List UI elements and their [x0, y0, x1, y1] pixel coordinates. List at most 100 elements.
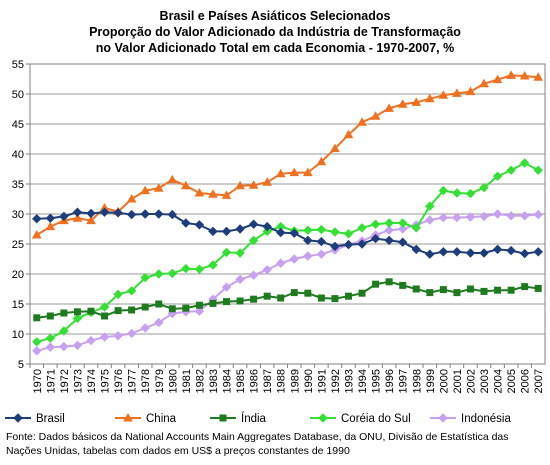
x-tick-label: 1980: [167, 369, 179, 393]
data-point-china: [438, 90, 449, 99]
data-point-india: [466, 285, 474, 293]
x-tick-label: 2002: [465, 369, 477, 393]
legend-label: China: [146, 413, 177, 425]
data-point-indonesia: [289, 254, 299, 264]
data-point-china: [411, 97, 422, 106]
data-point-indonesia: [276, 258, 286, 268]
data-point-brasil: [86, 208, 96, 219]
x-tick-label: 1979: [154, 369, 166, 393]
x-tick-label: 1990: [303, 369, 315, 393]
x-tick-label: 2004: [493, 369, 505, 393]
data-point-india: [263, 292, 271, 300]
x-tick-label: 1971: [45, 369, 57, 393]
y-tick-label: 55: [12, 59, 24, 71]
data-point-brasil: [397, 237, 408, 247]
data-point-china: [452, 88, 462, 97]
data-point-indonesia: [262, 265, 272, 275]
data-point-india: [439, 286, 447, 294]
data-point-coreia-do-sul: [316, 224, 327, 235]
data-point-china: [424, 93, 435, 103]
data-point-brasil: [59, 211, 69, 222]
x-tick-label: 1982: [194, 369, 206, 393]
data-point-india: [128, 306, 136, 314]
data-point-brasil: [519, 248, 530, 259]
data-point-coreia-do-sul: [45, 333, 56, 343]
data-point-india: [412, 285, 420, 293]
data-point-indonesia: [126, 328, 137, 339]
x-tick-label: 1994: [357, 369, 369, 393]
x-tick-label: 2007: [533, 369, 545, 393]
x-tick-label: 1987: [262, 369, 274, 393]
data-point-coreia-do-sul: [506, 165, 516, 175]
data-point-india: [141, 303, 149, 311]
data-point-brasil: [370, 233, 381, 244]
data-point-brasil: [154, 209, 164, 219]
data-point-india: [358, 289, 366, 297]
data-point-india: [114, 307, 122, 315]
legend-marker: [219, 414, 227, 422]
data-point-brasil: [384, 235, 394, 246]
data-point-coreia-do-sul: [248, 235, 259, 246]
data-point-india: [453, 289, 461, 297]
y-tick-label: 5: [18, 359, 24, 371]
data-point-coreia-do-sul: [181, 263, 191, 274]
data-point-brasil: [181, 218, 191, 228]
series-brasil: [32, 207, 543, 259]
data-point-indonesia: [519, 211, 530, 221]
x-tick-label: 2001: [452, 369, 464, 393]
data-point-china: [221, 190, 232, 199]
data-point-china: [86, 215, 96, 225]
data-point-china: [140, 185, 151, 195]
data-point-coreia-do-sul: [303, 225, 313, 235]
data-point-coreia-do-sul: [221, 247, 232, 258]
x-tick-label: 1988: [276, 369, 288, 393]
legend-marker: [123, 412, 133, 422]
data-point-brasil: [492, 244, 503, 255]
y-tick-label: 50: [12, 89, 24, 101]
data-point-indonesia: [86, 335, 96, 346]
data-point-india: [155, 300, 163, 308]
x-tick-label: 1981: [181, 369, 193, 393]
x-tick-label: 2006: [520, 369, 532, 393]
x-tick-label: 1977: [127, 369, 139, 393]
data-point-indonesia: [384, 225, 394, 235]
data-point-india: [236, 297, 244, 305]
data-point-china: [357, 117, 367, 126]
data-point-indonesia: [221, 282, 232, 292]
legend-item-indonesia: Indonésia: [430, 413, 511, 425]
data-point-india: [277, 294, 285, 302]
data-point-brasil: [533, 247, 543, 257]
data-point-brasil: [303, 235, 313, 246]
data-point-coreia-do-sul: [208, 260, 218, 270]
title-line-1: Brasil e Países Asiáticos Selecionados: [159, 9, 391, 23]
data-point-china: [519, 70, 530, 80]
data-point-indonesia: [194, 306, 205, 316]
data-point-brasil: [99, 207, 110, 217]
legend-label: Índia: [241, 412, 267, 425]
y-tick-label: 40: [12, 149, 24, 161]
data-point-india: [344, 292, 352, 300]
x-tick-label: 1996: [384, 369, 396, 393]
legend-item-china: China: [115, 412, 177, 425]
x-tick-label: 2005: [506, 369, 518, 393]
data-point-india: [494, 286, 502, 294]
data-point-india: [304, 289, 312, 297]
data-point-brasil: [276, 227, 286, 238]
series-line-indonesia: [36, 212, 539, 352]
x-tick-label: 1998: [411, 369, 423, 393]
x-tick-label: 2003: [479, 369, 491, 393]
data-point-india: [101, 312, 109, 320]
data-point-indonesia: [59, 341, 69, 352]
data-point-coreia-do-sul: [154, 269, 164, 279]
x-tick-label: 1975: [100, 369, 112, 393]
data-point-china: [235, 180, 245, 190]
data-point-brasil: [465, 248, 476, 258]
data-point-india: [507, 286, 515, 294]
data-point-india: [73, 308, 81, 316]
source-note: Fonte: Dados básicos da National Account…: [6, 431, 509, 457]
data-point-brasil: [32, 214, 42, 224]
data-point-coreia-do-sul: [492, 171, 503, 181]
data-point-india: [46, 312, 54, 320]
data-point-indonesia: [316, 249, 327, 259]
x-axis: 1970 1971 1972 1973 1974 1975 1976 1977 1978 1979…: [29, 364, 545, 393]
